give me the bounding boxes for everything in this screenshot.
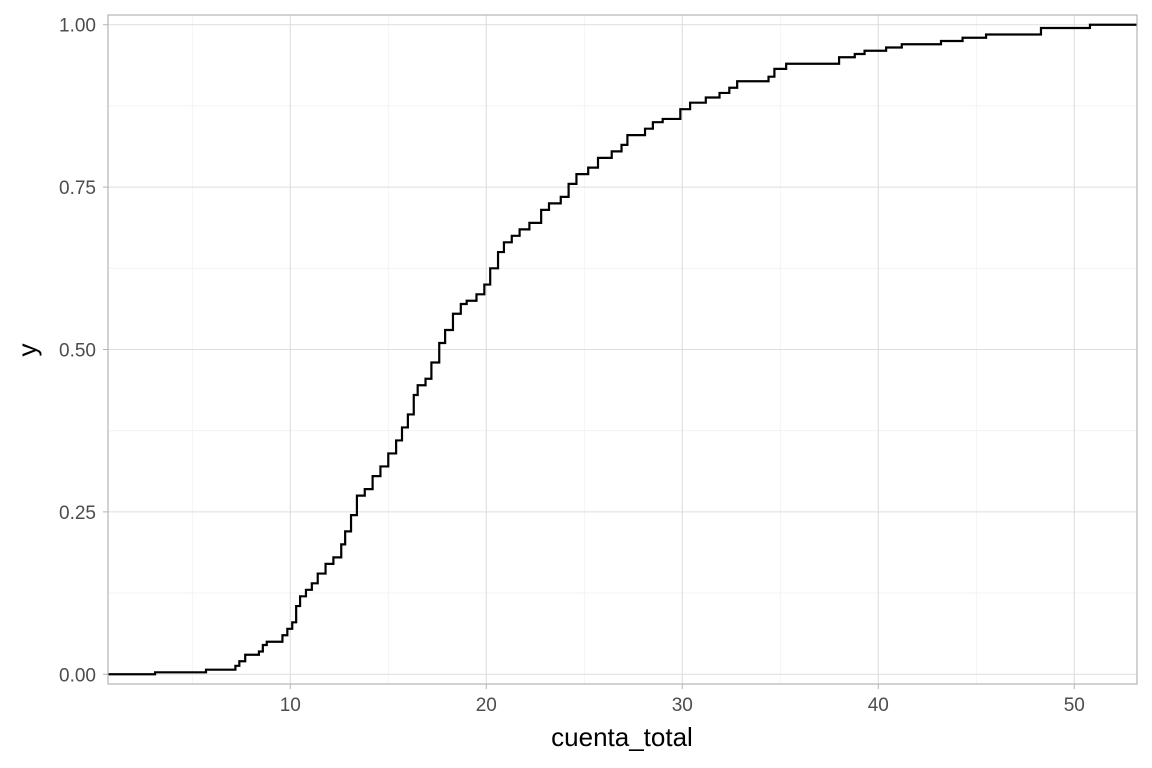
y-axis-ticks: 0.00 0.25 0.50 0.75 1.00: [59, 16, 108, 686]
x-axis-title: cuenta_total: [551, 722, 693, 752]
y-tick-label: 0.25: [59, 503, 96, 524]
y-tick-label: 0.50: [59, 341, 96, 362]
major-gridlines: [108, 15, 1137, 684]
x-axis-ticks: 10 20 30 40 50: [280, 684, 1085, 716]
y-tick-label: 0.00: [59, 665, 96, 686]
x-tick-label: 40: [868, 695, 889, 716]
x-tick-label: 10: [280, 695, 301, 716]
x-tick-label: 30: [672, 695, 693, 716]
y-axis-title: y: [12, 344, 42, 357]
x-tick-label: 50: [1064, 695, 1085, 716]
y-tick-label: 1.00: [59, 16, 96, 37]
y-tick-label: 0.75: [59, 178, 96, 199]
x-tick-label: 20: [476, 695, 497, 716]
ecdf-step-line: [108, 23, 1137, 676]
